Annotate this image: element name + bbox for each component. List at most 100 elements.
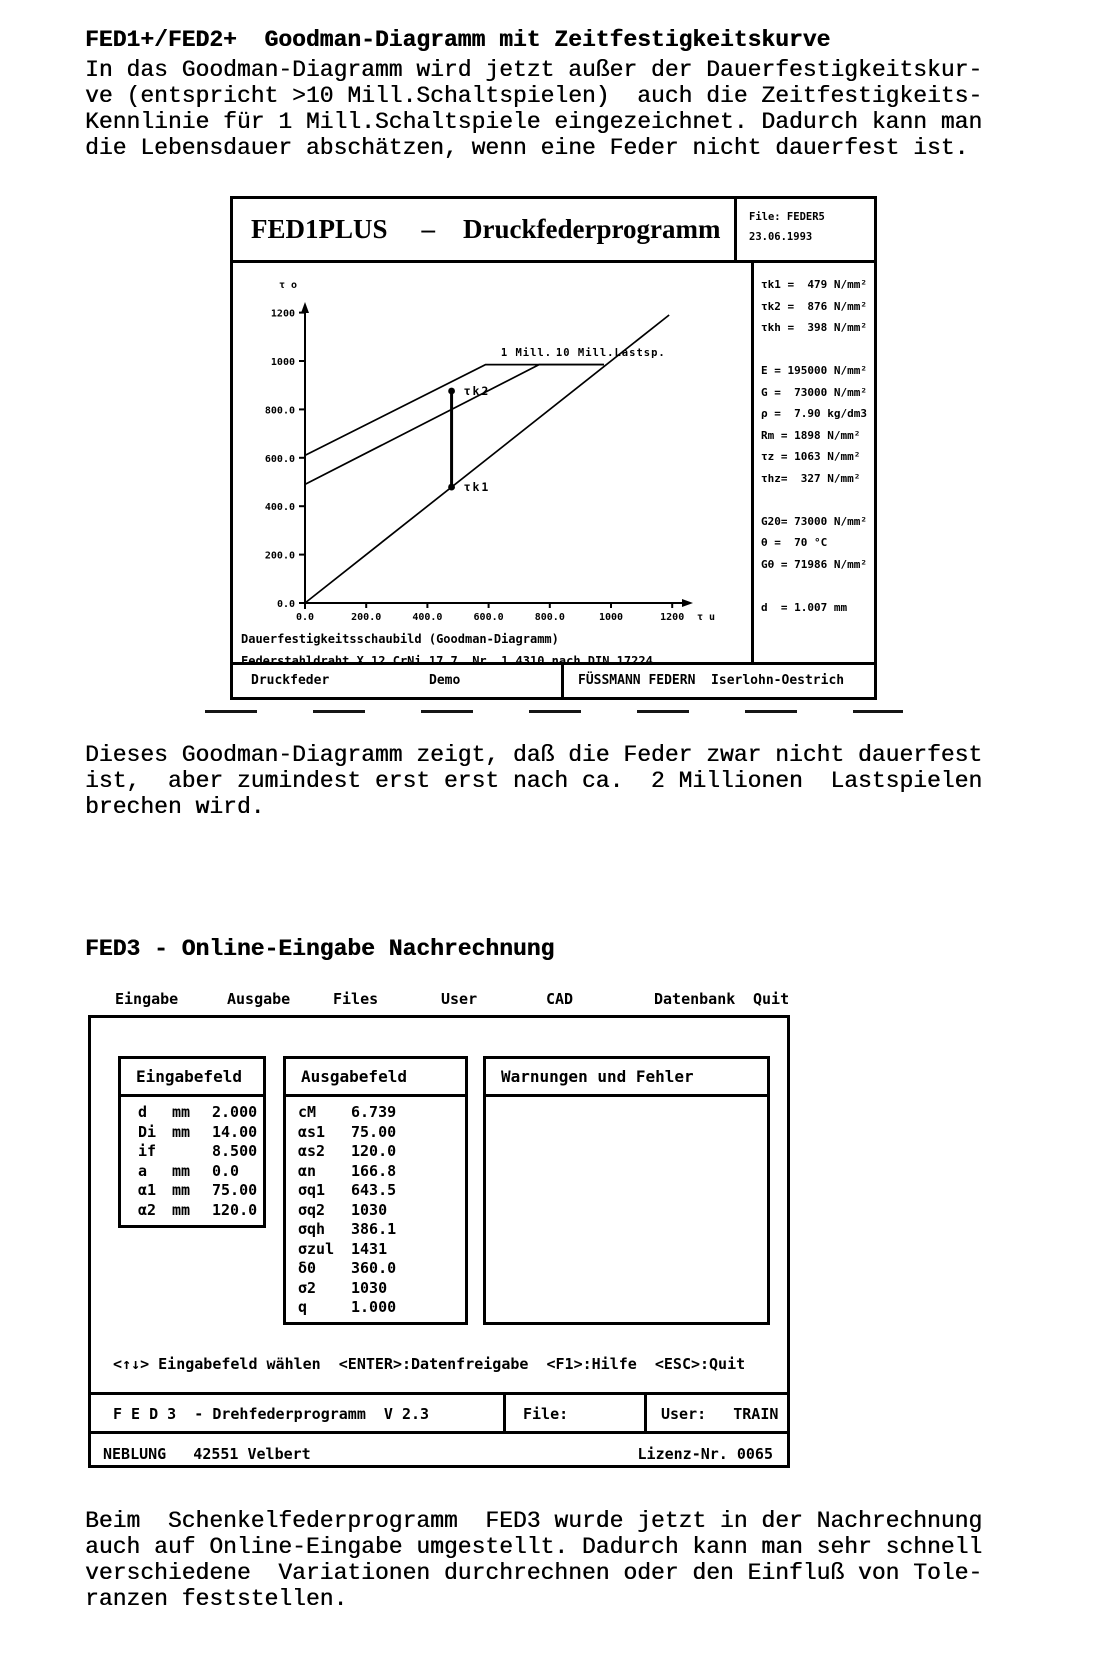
warnings-rule — [486, 1094, 767, 1097]
input-row[interactable]: α2 mm 120.0 — [138, 1201, 257, 1221]
annotation-label: 1 Mill. — [501, 347, 552, 359]
panel-line: τk1 = 479 N/mm² — [761, 278, 867, 291]
warnings-title: Warnungen und Fehler — [501, 1067, 694, 1086]
program-name: FED1PLUS — [251, 214, 388, 244]
marker-point — [448, 387, 455, 395]
separator-dashes — [205, 710, 903, 713]
param-name: d — [138, 1103, 148, 1121]
param-value[interactable]: 0.0 — [212, 1161, 240, 1180]
ausgabefeld-title: Ausgabefeld — [301, 1067, 407, 1086]
output-row: σzul 1431 — [298, 1240, 396, 1260]
param-unit: mm — [172, 1103, 191, 1121]
result-name: αs2 — [298, 1142, 326, 1160]
panel-line — [761, 339, 874, 361]
fed1plus-window: FED1PLUS – Druckfederprogramm File: FEDE… — [230, 196, 877, 700]
result-name: σq1 — [298, 1181, 326, 1199]
result-name: αn — [298, 1161, 317, 1180]
result-name: σq2 — [298, 1200, 326, 1219]
param-value[interactable]: 14.00 — [212, 1122, 258, 1141]
input-row[interactable]: d mm 2.000 — [138, 1103, 257, 1123]
svg-text:600.0: 600.0 — [474, 612, 504, 623]
section1-heading: FED1+/FED2+ Goodman-Diagramm mit Zeitfes… — [85, 27, 831, 53]
input-row[interactable]: α1 mm 75.00 — [138, 1181, 257, 1201]
param-value[interactable]: 75.00 — [212, 1181, 258, 1199]
ausgabefeld-table: cM 6.739 αs1 75.00 αs2 120.0 αn 166.8 σq1 643.5 σq… — [298, 1103, 396, 1318]
result-name: cM — [298, 1103, 317, 1121]
panel-line — [761, 575, 874, 597]
output-row: σq1 643.5 — [298, 1181, 396, 1201]
panel-line: G = 73000 N/mm² — [761, 385, 867, 399]
section2-paragraph: Dieses Goodman-Diagramm zeigt, daß die F… — [85, 742, 983, 820]
output-row: αs1 75.00 — [298, 1123, 396, 1143]
menu-item-quit[interactable]: Quit — [753, 990, 790, 1008]
eingabefeld-table[interactable]: d mm 2.000 Di mm 14.00 if 8.500 a mm 0.0 α1 mm 75.00 α… — [138, 1103, 257, 1220]
program-version-label: F E D 3 - Drehfederprogramm V 2.3 — [91, 1395, 506, 1434]
keyboard-hint-line: <↑↓> Eingabefeld wählen <ENTER>:Datenfre… — [113, 1355, 746, 1373]
result-value: 75.00 — [351, 1122, 397, 1141]
input-row[interactable]: if 8.500 — [138, 1142, 257, 1162]
svg-text:400.0: 400.0 — [412, 612, 442, 623]
menu-item-cad[interactable]: CAD — [546, 990, 574, 1008]
program-subtitle: Druckfederprogramm — [463, 214, 721, 244]
menu-item-datenbank[interactable]: Datenbank — [654, 990, 736, 1008]
eingabefeld-box[interactable]: Eingabefeld d mm 2.000 Di mm 14.00 if 8.500 a mm 0… — [118, 1056, 266, 1228]
spring-type-label: Druckfeder — [251, 673, 330, 688]
param-value[interactable]: 120.0 — [212, 1200, 258, 1219]
output-row: αn 166.8 — [298, 1162, 396, 1182]
company-label: FÜSSMANN FEDERN Iserlohn-Oestrich — [578, 673, 845, 688]
panel-line: ρ = 7.90 kg/dm3 — [761, 407, 867, 420]
result-value: 1030 — [351, 1278, 388, 1297]
fed1plus-main-area: 0.0 200.0 400.0 600.0 800.0 1000 1200 0.0 200.0 4… — [233, 260, 874, 668]
param-name: Di — [138, 1122, 157, 1141]
menu-item-user[interactable]: User — [441, 990, 478, 1008]
svg-text:1000: 1000 — [271, 357, 295, 368]
result-value: 386.1 — [351, 1220, 397, 1238]
chart-title-note: Dauerfestigkeitsschaubild (Goodman-Diagr… — [241, 632, 559, 646]
values-panel: τk1 = 479 N/mm² τk2 = 876 N/mm² τkh = 398 … — [751, 260, 874, 665]
goodman-chart: 0.0 200.0 400.0 600.0 800.0 1000 1200 0.0 200.0 4… — [265, 280, 715, 623]
param-unit: mm — [172, 1161, 191, 1180]
param-unit: mm — [172, 1200, 191, 1219]
param-value[interactable]: 8.500 — [212, 1142, 258, 1160]
panel-line: τkh = 398 N/mm² — [761, 321, 867, 334]
result-name: σ2 — [298, 1278, 317, 1297]
panel-line: Rm = 1898 N/mm² — [761, 428, 861, 442]
panel-line: θ = 70 °C — [761, 536, 828, 549]
result-name: αs1 — [298, 1122, 326, 1141]
param-value[interactable]: 2.000 — [212, 1103, 258, 1121]
series-line — [304, 314, 670, 604]
param-name: α2 — [138, 1200, 157, 1219]
output-row: cM 6.739 — [298, 1103, 396, 1123]
menu-item-files[interactable]: Files — [333, 990, 379, 1008]
svg-text:0.0: 0.0 — [296, 612, 314, 623]
section3-heading: FED3 - Online-Eingabe Nachrechnung — [85, 936, 555, 962]
input-row[interactable]: a mm 0.0 — [138, 1162, 257, 1182]
panel-line: τhz= 327 N/mm² — [761, 471, 861, 485]
svg-text:400.0: 400.0 — [265, 502, 295, 513]
menu-item-ausgabe[interactable]: Ausgabe — [227, 990, 291, 1008]
menu-item-eingabe[interactable]: Eingabe — [115, 990, 179, 1008]
section1-paragraph: In das Goodman-Diagramm wird jetzt außer… — [85, 57, 983, 161]
fed3-statusrow-1: F E D 3 - Drehfederprogramm V 2.3 File: … — [91, 1392, 787, 1434]
ausgabefeld-box: Ausgabefeld cM 6.739 αs1 75.00 αs2 120.0 αn 166… — [283, 1056, 468, 1325]
output-row: σq2 1030 — [298, 1201, 396, 1221]
result-value: 643.5 — [351, 1181, 397, 1199]
panel-line: G20= 73000 N/mm² — [761, 514, 867, 528]
y-axis-arrow — [301, 302, 309, 313]
svg-text:800.0: 800.0 — [265, 405, 295, 416]
result-value: 1431 — [351, 1239, 388, 1258]
output-row: δ0 360.0 — [298, 1259, 396, 1279]
result-value: 360.0 — [351, 1259, 397, 1277]
svg-text:0.0: 0.0 — [277, 599, 295, 610]
fed1plus-statusbar: Druckfeder Demo FÜSSMANN FEDERN Iserlohn… — [233, 662, 874, 697]
result-value: 6.739 — [351, 1103, 397, 1121]
x-axis-arrow — [682, 599, 693, 607]
input-row[interactable]: Di mm 14.00 — [138, 1123, 257, 1143]
section4-paragraph: Beim Schenkelfederprogramm FED3 wurde je… — [85, 1508, 983, 1612]
statusbar-left-cell: Druckfeder Demo — [233, 665, 564, 697]
output-row: q 1.000 — [298, 1298, 396, 1318]
result-value: 120.0 — [351, 1142, 397, 1160]
fed1plus-titlebar: FED1PLUS – Druckfederprogramm File: FEDE… — [233, 199, 874, 263]
marker-label: τk2 — [464, 384, 491, 398]
